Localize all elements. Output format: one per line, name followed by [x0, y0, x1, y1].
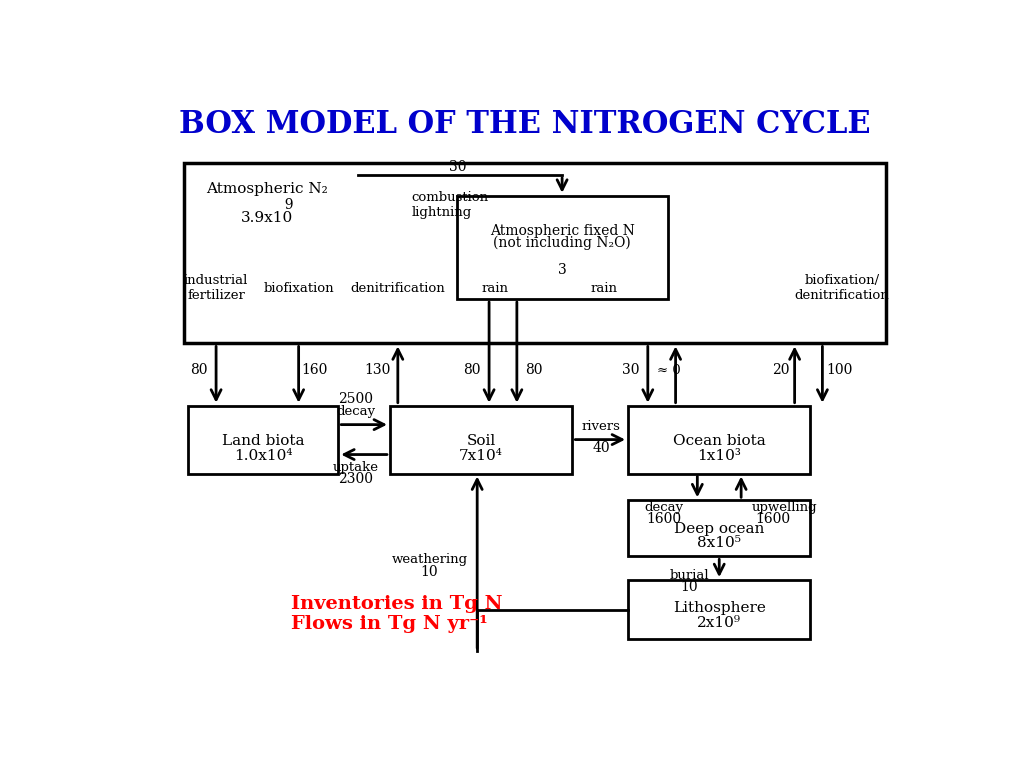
Text: Atmospheric fixed N: Atmospheric fixed N — [489, 224, 635, 238]
Text: 3: 3 — [558, 263, 566, 276]
Text: 40: 40 — [592, 442, 610, 455]
Text: 8x10⁵: 8x10⁵ — [697, 536, 741, 551]
Text: Land biota: Land biota — [221, 434, 304, 448]
Text: (not including N₂O): (not including N₂O) — [494, 236, 631, 250]
Text: BOX MODEL OF THE NITROGEN CYCLE: BOX MODEL OF THE NITROGEN CYCLE — [179, 109, 870, 141]
Text: decay: decay — [336, 405, 376, 418]
Text: 30: 30 — [449, 161, 466, 174]
Text: 2300: 2300 — [338, 472, 374, 486]
Text: Deep ocean: Deep ocean — [674, 521, 765, 535]
Text: 1600: 1600 — [756, 512, 791, 526]
Text: decay: decay — [644, 501, 684, 514]
Text: 1.0x10⁴: 1.0x10⁴ — [233, 449, 292, 463]
Text: rain: rain — [591, 282, 617, 295]
Bar — [628, 580, 811, 639]
Text: biofixation: biofixation — [263, 282, 334, 295]
Bar — [390, 406, 572, 474]
Text: rivers: rivers — [582, 420, 621, 433]
Text: rain: rain — [482, 282, 509, 295]
Text: Lithosphere: Lithosphere — [673, 601, 766, 615]
Text: 3.9x10: 3.9x10 — [241, 210, 293, 224]
Text: 80: 80 — [525, 363, 543, 377]
Text: 2x10⁹: 2x10⁹ — [697, 616, 741, 630]
Text: 30: 30 — [622, 363, 639, 377]
Text: Soil: Soil — [467, 434, 496, 448]
Text: industrial
fertilizer: industrial fertilizer — [184, 274, 248, 303]
Text: burial: burial — [670, 569, 709, 582]
Text: 7x10⁴: 7x10⁴ — [459, 449, 503, 463]
Text: Flows in Tg N yr⁻¹: Flows in Tg N yr⁻¹ — [291, 615, 487, 634]
Text: 1600: 1600 — [646, 512, 682, 526]
Text: 100: 100 — [826, 363, 853, 377]
Bar — [187, 406, 338, 474]
Text: 10: 10 — [421, 565, 438, 579]
Text: 160: 160 — [301, 363, 328, 377]
Bar — [458, 196, 668, 299]
Text: 10: 10 — [680, 580, 698, 594]
Text: 9: 9 — [241, 197, 293, 211]
Bar — [183, 163, 886, 343]
Text: combustion
lightning: combustion lightning — [412, 190, 488, 219]
Text: uptake: uptake — [333, 461, 379, 474]
Text: Inventories in Tg N: Inventories in Tg N — [291, 594, 502, 613]
Text: 80: 80 — [463, 363, 480, 377]
Text: 2500: 2500 — [338, 392, 374, 406]
Text: upwelling: upwelling — [752, 501, 817, 514]
Text: 20: 20 — [772, 363, 790, 377]
Bar — [628, 500, 811, 556]
Bar — [628, 406, 811, 474]
Text: 130: 130 — [365, 363, 391, 377]
Text: Ocean biota: Ocean biota — [673, 434, 766, 448]
Text: denitrification: denitrification — [350, 282, 445, 295]
Text: 80: 80 — [189, 363, 208, 377]
Text: ≈ 0: ≈ 0 — [657, 363, 681, 376]
Text: Atmospheric N₂: Atmospheric N₂ — [206, 182, 328, 196]
Text: 1x10³: 1x10³ — [697, 449, 741, 463]
Text: biofixation/
denitrification: biofixation/ denitrification — [795, 274, 890, 303]
Text: weathering: weathering — [391, 553, 468, 566]
